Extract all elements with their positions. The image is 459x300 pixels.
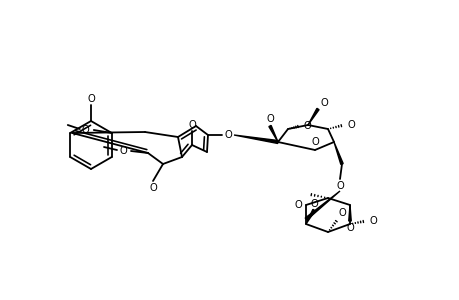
Text: O: O: [119, 146, 127, 156]
Text: O: O: [336, 181, 343, 191]
Text: O: O: [188, 120, 196, 130]
Polygon shape: [348, 205, 351, 221]
Polygon shape: [234, 135, 278, 143]
Text: O: O: [293, 200, 301, 210]
Polygon shape: [304, 191, 339, 220]
Text: O: O: [368, 216, 376, 226]
Text: O: O: [302, 121, 310, 131]
Text: O: O: [319, 98, 327, 108]
Text: O: O: [224, 130, 231, 140]
Polygon shape: [308, 108, 319, 125]
Text: O: O: [347, 120, 354, 130]
Text: O: O: [82, 125, 90, 135]
Text: O: O: [149, 183, 157, 193]
Text: O: O: [337, 208, 345, 218]
Text: O: O: [87, 94, 95, 104]
Polygon shape: [269, 125, 277, 142]
Polygon shape: [305, 209, 314, 224]
Polygon shape: [333, 142, 342, 164]
Text: O: O: [345, 223, 353, 233]
Text: O: O: [309, 199, 317, 209]
Text: O: O: [310, 137, 318, 147]
Text: O: O: [266, 114, 273, 124]
